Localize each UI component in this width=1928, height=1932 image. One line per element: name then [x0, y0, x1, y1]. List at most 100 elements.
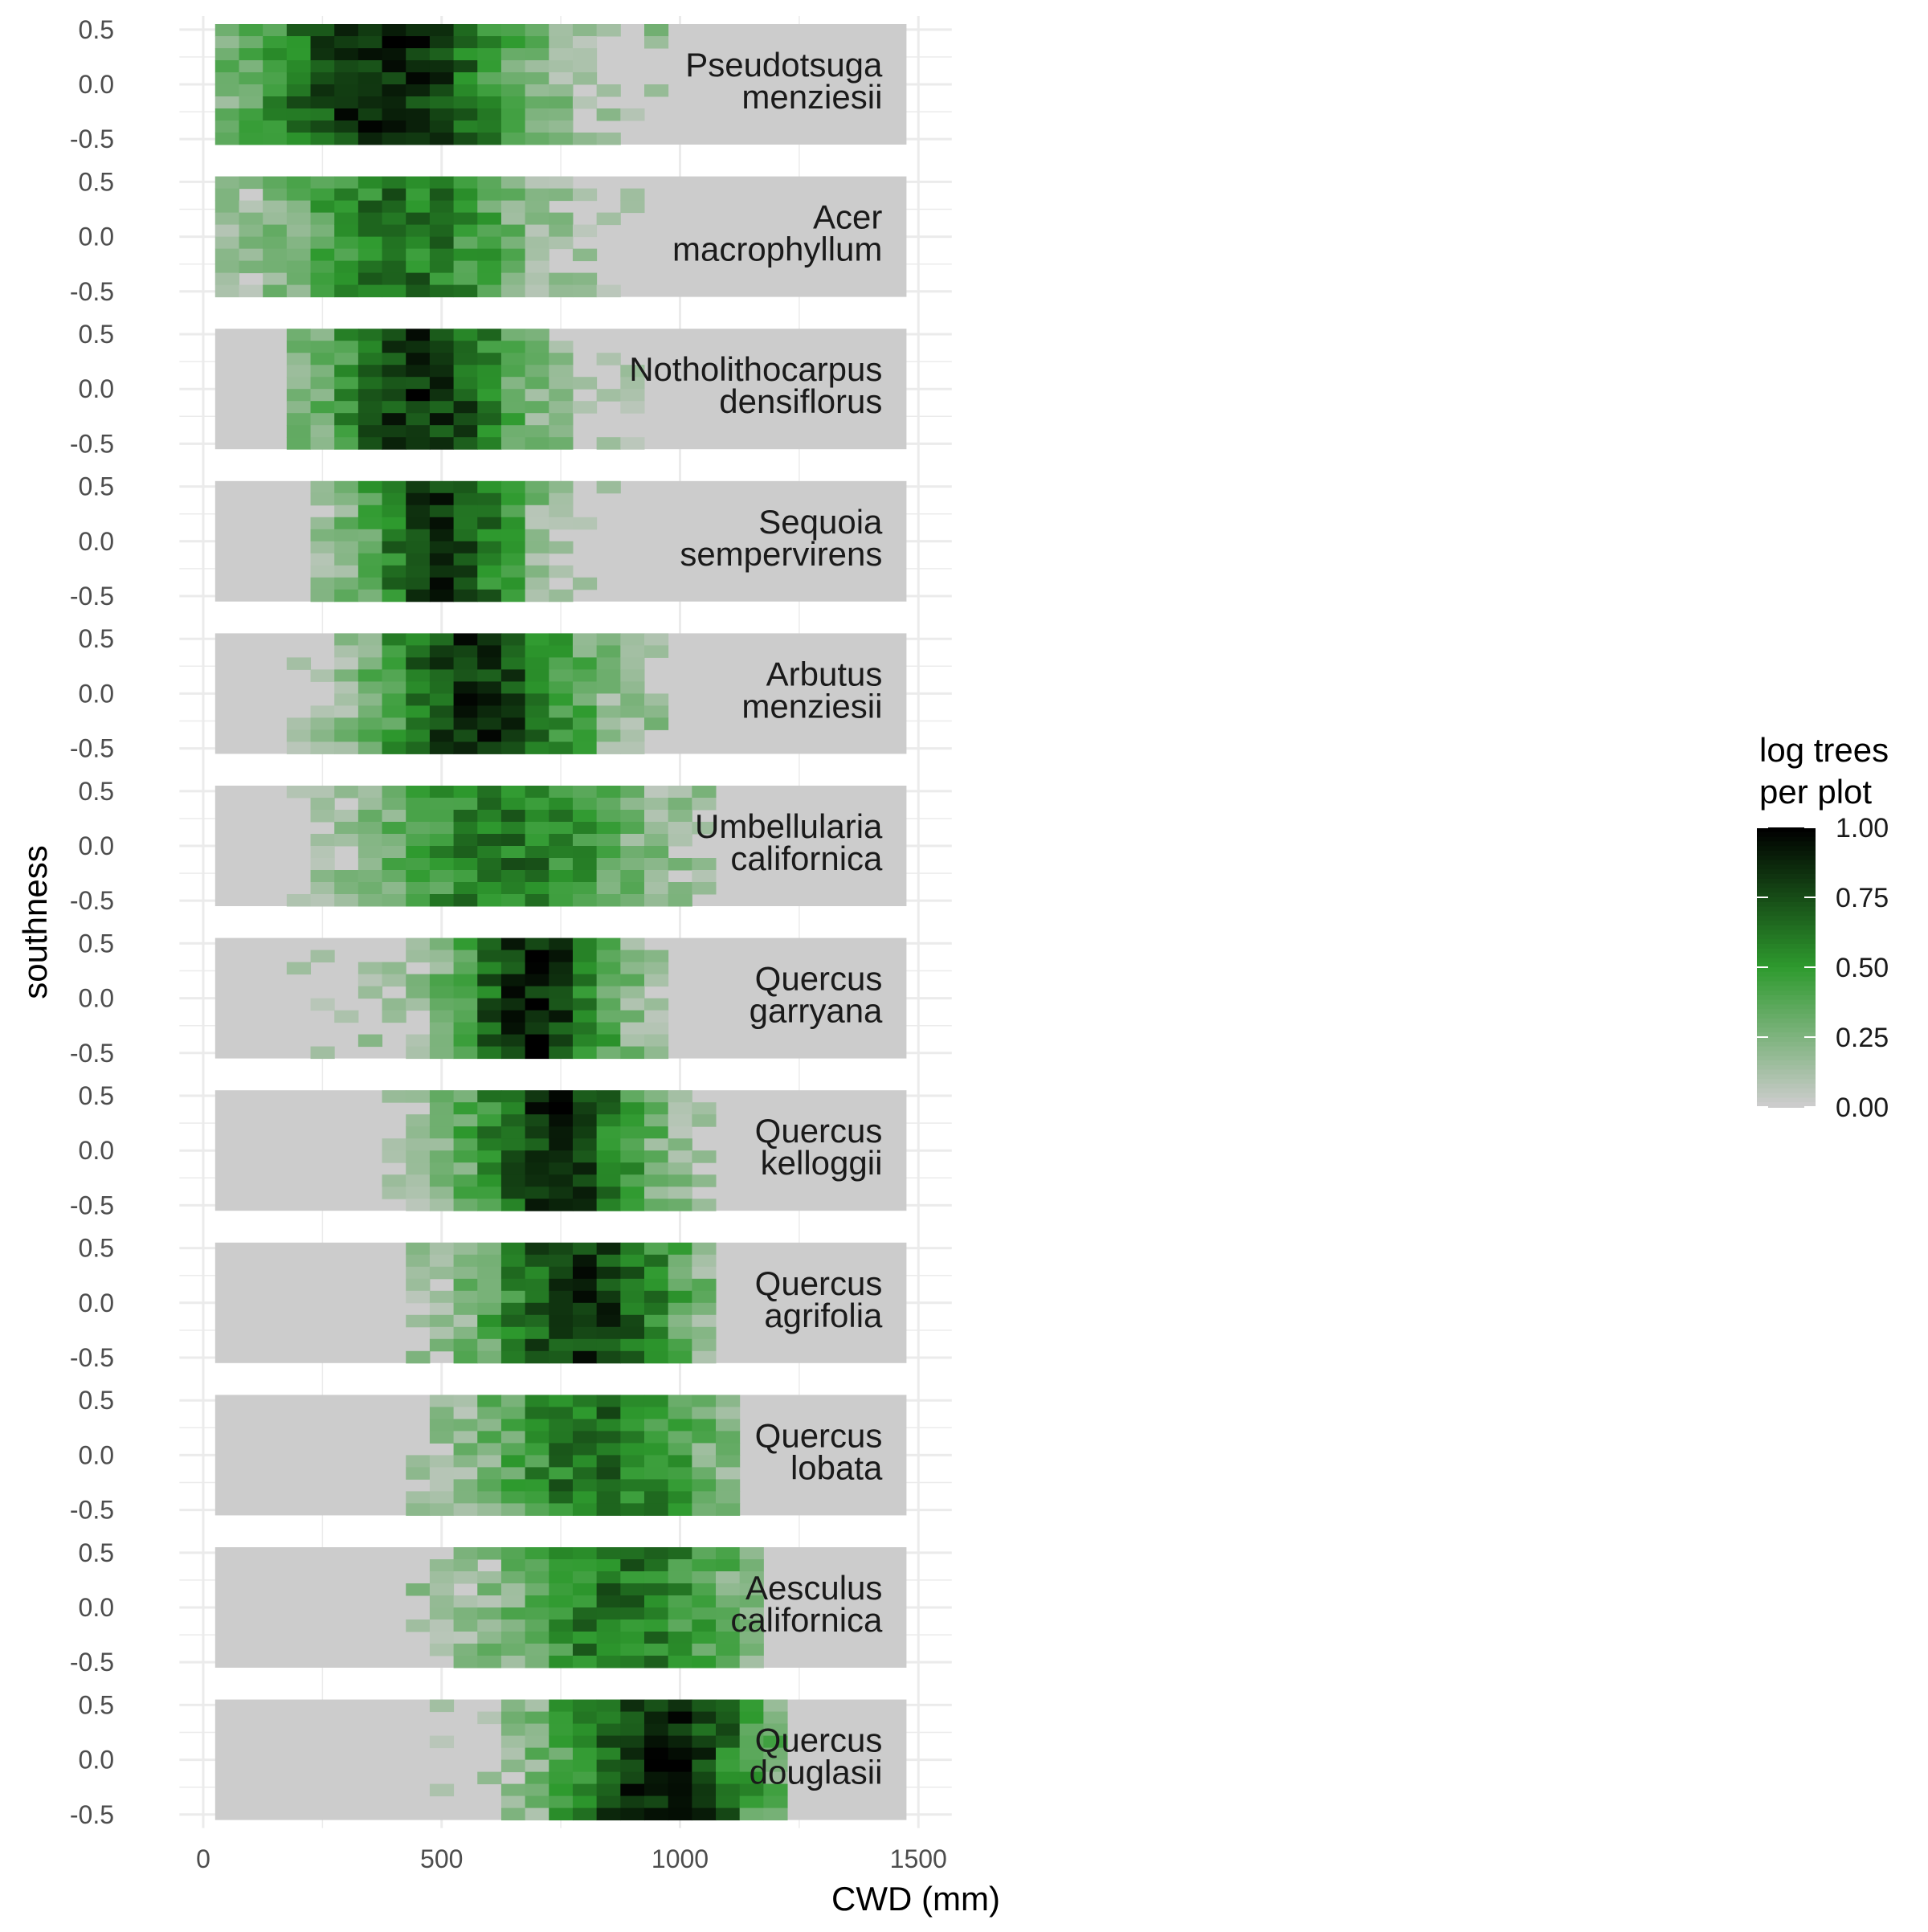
legend-colorbar-segment — [1757, 1064, 1816, 1071]
heatmap-cell — [453, 541, 478, 554]
heatmap-cell — [406, 1199, 431, 1211]
heatmap-cell — [477, 1571, 502, 1584]
heatmap-cell — [500, 717, 526, 730]
heatmap-cell — [429, 986, 455, 999]
heatmap-cell — [310, 284, 335, 298]
heatmap-cell — [739, 1595, 764, 1608]
heatmap-cell — [429, 492, 455, 506]
heatmap-cell — [286, 224, 312, 238]
heatmap-cell — [596, 645, 621, 658]
heatmap-cell — [310, 541, 335, 554]
heatmap-cell — [525, 1162, 549, 1175]
heatmap-cell — [500, 974, 526, 987]
heatmap-cell — [643, 1771, 669, 1785]
heatmap-cell — [500, 834, 526, 847]
heatmap-cell — [477, 212, 502, 226]
heatmap-cell — [549, 48, 574, 61]
heatmap-cell — [620, 1326, 645, 1340]
heatmap-cell — [477, 834, 502, 847]
heatmap-cell — [620, 894, 645, 907]
heatmap-cell — [572, 1479, 598, 1492]
heatmap-cell — [525, 786, 549, 799]
heatmap-cell — [334, 645, 359, 658]
species-label: Quercus — [755, 1722, 883, 1759]
heatmap-cell — [239, 133, 263, 145]
heatmap-cell — [500, 1022, 526, 1035]
heatmap-cell — [525, 60, 549, 73]
heatmap-cell — [692, 1455, 717, 1468]
heatmap-cell — [572, 693, 598, 706]
heatmap-cell — [477, 176, 502, 190]
heatmap-cell — [596, 657, 621, 670]
heatmap-cell — [500, 1395, 526, 1407]
heatmap-cell — [357, 669, 383, 682]
heatmap-cell — [357, 741, 383, 754]
heatmap-cell — [525, 681, 549, 694]
heatmap-cell — [549, 401, 574, 414]
heatmap-cell — [429, 24, 455, 37]
heatmap-cell — [406, 425, 431, 438]
heatmap-cell — [572, 60, 598, 73]
heatmap-cell — [429, 810, 455, 823]
heatmap-cell — [334, 729, 359, 742]
heatmap-cell — [620, 1090, 645, 1103]
heatmap-cell — [382, 693, 406, 706]
heatmap-cell — [429, 729, 455, 742]
heatmap-cell — [477, 1595, 502, 1608]
heatmap-cell — [382, 870, 406, 883]
heatmap-cell — [406, 553, 431, 566]
heatmap-cell — [453, 480, 478, 494]
heatmap-cell — [357, 541, 383, 554]
heatmap-cell — [310, 96, 335, 109]
heatmap-cell — [239, 24, 263, 37]
heatmap-cell — [477, 24, 502, 37]
heatmap-cell — [572, 1607, 598, 1620]
heatmap-cell — [620, 717, 645, 730]
heatmap-cell — [500, 1607, 526, 1620]
heatmap-cell — [406, 200, 431, 214]
heatmap-cell — [453, 437, 478, 450]
heatmap-cell — [429, 846, 455, 859]
heatmap-cell — [500, 1114, 526, 1127]
heatmap-cell — [549, 1795, 574, 1809]
heatmap-cell — [214, 133, 240, 145]
heatmap-cell — [406, 937, 431, 951]
heatmap-cell — [500, 950, 526, 963]
x-tick-label: 1000 — [652, 1844, 709, 1873]
heatmap-cell — [643, 1735, 669, 1749]
heatmap-cell — [453, 1338, 478, 1352]
heatmap-cell — [429, 48, 455, 61]
heatmap-cell — [549, 717, 574, 730]
heatmap-cell — [382, 260, 406, 274]
heatmap-cell — [572, 1807, 598, 1821]
heatmap-cell — [500, 1583, 526, 1596]
heatmap-cell — [477, 974, 502, 987]
x-tick-label: 500 — [420, 1844, 463, 1873]
heatmap-cell — [643, 810, 669, 823]
heatmap-cell — [382, 681, 406, 694]
heatmap-cell — [643, 1503, 669, 1516]
heatmap-cell — [525, 669, 549, 682]
heatmap-cell — [453, 1559, 478, 1572]
heatmap-cell — [620, 822, 645, 835]
heatmap-cell — [549, 1595, 574, 1608]
heatmap-cell — [643, 1242, 669, 1256]
heatmap-cell — [406, 741, 431, 754]
heatmap-cell — [525, 96, 549, 109]
heatmap-cell — [214, 72, 240, 85]
heatmap-cell — [596, 1314, 621, 1328]
heatmap-cell — [382, 882, 406, 895]
heatmap-cell — [525, 353, 549, 366]
heatmap-cell — [334, 341, 359, 353]
legend-colorbar-segment — [1757, 995, 1816, 1001]
heatmap-cell — [477, 1583, 502, 1596]
heatmap-cell — [357, 212, 383, 226]
heatmap-cell — [739, 1735, 764, 1749]
heatmap-cell — [500, 1010, 526, 1023]
x-axis-title: CWD (mm) — [831, 1880, 1000, 1918]
heatmap-cell — [453, 84, 478, 97]
heatmap-cell — [620, 1407, 645, 1419]
heatmap-cell — [453, 1455, 478, 1468]
heatmap-cell — [429, 108, 455, 121]
heatmap-cell — [310, 858, 335, 871]
